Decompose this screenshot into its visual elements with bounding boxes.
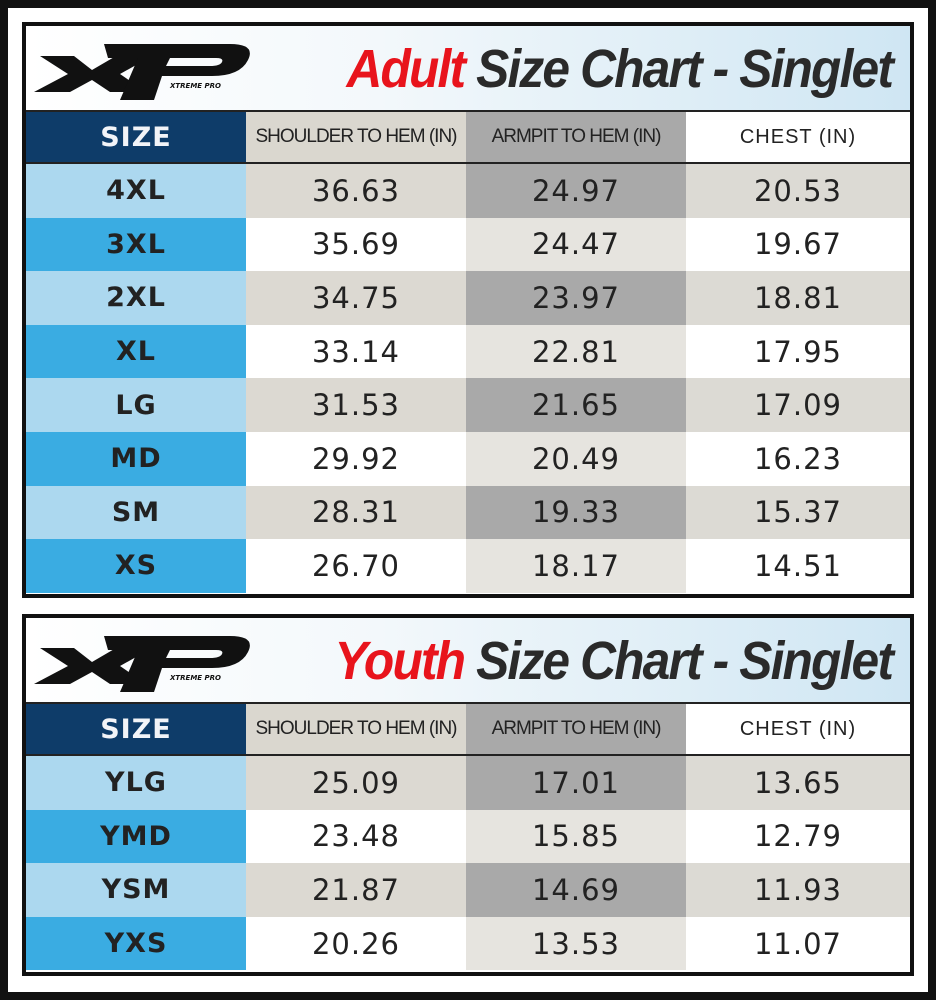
table-row: YMD 23.48 15.85 12.79 <box>26 809 910 864</box>
cell-armpit-to-hem: 14.69 <box>466 863 686 917</box>
cell-shoulder-to-hem: 23.48 <box>246 809 466 864</box>
cell-shoulder-to-hem: 34.75 <box>246 271 466 325</box>
column-header-size: SIZE <box>26 704 246 754</box>
cell-chest: 11.93 <box>686 863 910 917</box>
cell-armpit-to-hem: 22.81 <box>466 324 686 379</box>
cell-size: XS <box>26 539 246 593</box>
column-header-shoulder-to-hem: SHOULDER TO HEM (IN) <box>246 112 466 162</box>
cell-armpit-to-hem: 20.49 <box>466 431 686 486</box>
table-row: MD 29.92 20.49 16.23 <box>26 431 910 486</box>
chart-header: XTREME PRO Adult Size Chart - Singlet <box>26 26 910 112</box>
table-row: YXS 20.26 13.53 11.07 <box>26 916 910 971</box>
table-row: 4XL 36.63 24.97 20.53 <box>26 164 910 218</box>
cell-size: YSM <box>26 863 246 917</box>
cell-size: XL <box>26 324 246 379</box>
table-row: LG 31.53 21.65 17.09 <box>26 378 910 432</box>
cell-armpit-to-hem: 19.33 <box>466 485 686 540</box>
cell-shoulder-to-hem: 33.14 <box>246 324 466 379</box>
cell-shoulder-to-hem: 35.69 <box>246 217 466 272</box>
title-rest: Size Chart - Singlet <box>464 39 894 99</box>
svg-text:XTREME PRO: XTREME PRO <box>169 674 221 682</box>
cell-size: 2XL <box>26 271 246 325</box>
cell-shoulder-to-hem: 31.53 <box>246 378 466 432</box>
cell-size: YXS <box>26 916 246 971</box>
cell-shoulder-to-hem: 36.63 <box>246 164 466 218</box>
table-row: 2XL 34.75 23.97 18.81 <box>26 271 910 325</box>
cell-size: YLG <box>26 756 246 810</box>
xtreme-pro-logo: XTREME PRO <box>34 44 250 100</box>
cell-size: SM <box>26 485 246 540</box>
cell-chest: 14.51 <box>686 539 910 593</box>
chart-title: Youth Size Chart - Singlet <box>334 630 894 692</box>
cell-chest: 19.67 <box>686 217 910 272</box>
cell-armpit-to-hem: 15.85 <box>466 809 686 864</box>
cell-shoulder-to-hem: 29.92 <box>246 431 466 486</box>
column-header-row: SIZE SHOULDER TO HEM (IN) ARMPIT TO HEM (I… <box>26 112 910 164</box>
table-row: SM 28.31 19.33 15.37 <box>26 485 910 540</box>
table-row: YLG 25.09 17.01 13.65 <box>26 756 910 810</box>
cell-chest: 13.65 <box>686 756 910 810</box>
column-header-armpit-to-hem: ARMPIT TO HEM (IN) <box>466 112 686 162</box>
cell-size: 4XL <box>26 164 246 218</box>
chart-title: Adult Size Chart - Singlet <box>346 38 894 100</box>
adult-size-chart: XTREME PRO Adult Size Chart - Singlet SIZ… <box>22 22 914 598</box>
cell-armpit-to-hem: 23.97 <box>466 271 686 325</box>
cell-shoulder-to-hem: 21.87 <box>246 863 466 917</box>
table-row: XL 33.14 22.81 17.95 <box>26 324 910 379</box>
chart-header: XTREME PRO Youth Size Chart - Singlet <box>26 618 910 704</box>
column-header-chest: CHEST (IN) <box>686 112 910 162</box>
cell-size: MD <box>26 431 246 486</box>
cell-chest: 12.79 <box>686 809 910 864</box>
table-row: YSM 21.87 14.69 11.93 <box>26 863 910 917</box>
cell-chest: 17.95 <box>686 324 910 379</box>
cell-chest: 11.07 <box>686 916 910 971</box>
column-header-armpit-to-hem: ARMPIT TO HEM (IN) <box>466 704 686 754</box>
cell-size: 3XL <box>26 217 246 272</box>
cell-chest: 15.37 <box>686 485 910 540</box>
cell-shoulder-to-hem: 26.70 <box>246 539 466 593</box>
cell-chest: 18.81 <box>686 271 910 325</box>
title-rest: Size Chart - Singlet <box>464 631 894 691</box>
column-header-shoulder-to-hem: SHOULDER TO HEM (IN) <box>246 704 466 754</box>
cell-chest: 16.23 <box>686 431 910 486</box>
cell-shoulder-to-hem: 20.26 <box>246 916 466 971</box>
title-accent: Youth <box>334 631 466 691</box>
cell-chest: 20.53 <box>686 164 910 218</box>
cell-shoulder-to-hem: 25.09 <box>246 756 466 810</box>
cell-armpit-to-hem: 24.47 <box>466 217 686 272</box>
cell-size: LG <box>26 378 246 432</box>
cell-size: YMD <box>26 809 246 864</box>
column-header-row: SIZE SHOULDER TO HEM (IN) ARMPIT TO HEM (I… <box>26 704 910 756</box>
table-row: 3XL 35.69 24.47 19.67 <box>26 217 910 272</box>
column-header-size: SIZE <box>26 112 246 162</box>
title-accent: Adult <box>346 39 466 99</box>
youth-size-chart: XTREME PRO Youth Size Chart - Singlet SIZ… <box>22 614 914 976</box>
cell-chest: 17.09 <box>686 378 910 432</box>
cell-shoulder-to-hem: 28.31 <box>246 485 466 540</box>
svg-text:XTREME PRO: XTREME PRO <box>169 82 221 90</box>
xtreme-pro-logo: XTREME PRO <box>34 636 250 692</box>
column-header-chest: CHEST (IN) <box>686 704 910 754</box>
cell-armpit-to-hem: 17.01 <box>466 756 686 810</box>
cell-armpit-to-hem: 18.17 <box>466 539 686 593</box>
table-row: XS 26.70 18.17 14.51 <box>26 539 910 593</box>
cell-armpit-to-hem: 13.53 <box>466 916 686 971</box>
cell-armpit-to-hem: 21.65 <box>466 378 686 432</box>
cell-armpit-to-hem: 24.97 <box>466 164 686 218</box>
